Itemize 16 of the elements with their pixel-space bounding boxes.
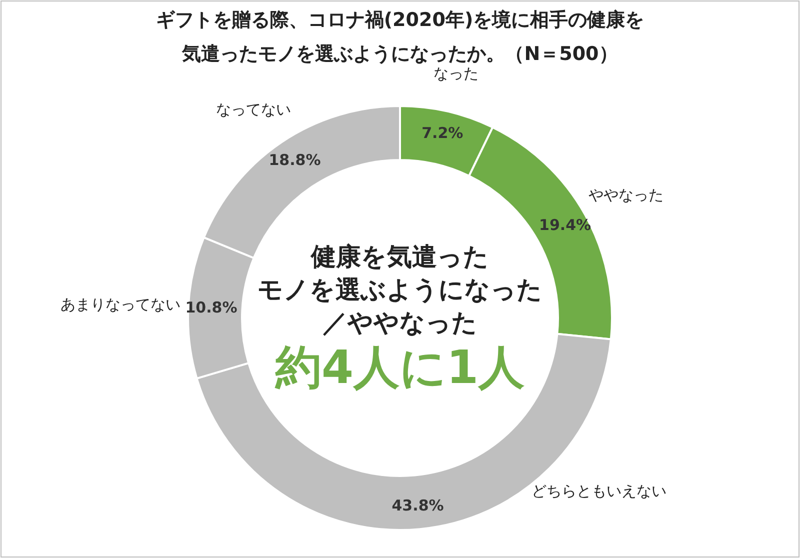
data-label: 10.8%	[185, 298, 238, 317]
chart-subtitle: 気遣ったモノを選ぶようになったか。（N＝500）	[181, 43, 618, 66]
slice-label: ややなった	[588, 186, 664, 204]
data-label: 7.2%	[422, 124, 464, 142]
chart-title: ギフトを贈る際、コロナ禍(2020年)を境に相手の健康を	[156, 9, 644, 32]
text: 約4人に1人	[274, 340, 525, 394]
text: モノを選ぶようになった	[258, 274, 542, 304]
data-label: 18.8%	[268, 151, 321, 170]
data-label: 43.8%	[392, 496, 444, 514]
slice-label: あまりなってない	[60, 296, 180, 314]
text: ／ややなった	[322, 308, 478, 337]
slice-label: どちらともいえない	[531, 482, 666, 500]
slice-label: なってない	[216, 100, 291, 118]
text: 健康を気遣った	[310, 242, 489, 271]
slice-label: なった	[434, 64, 479, 82]
data-label: 19.4%	[539, 216, 592, 234]
